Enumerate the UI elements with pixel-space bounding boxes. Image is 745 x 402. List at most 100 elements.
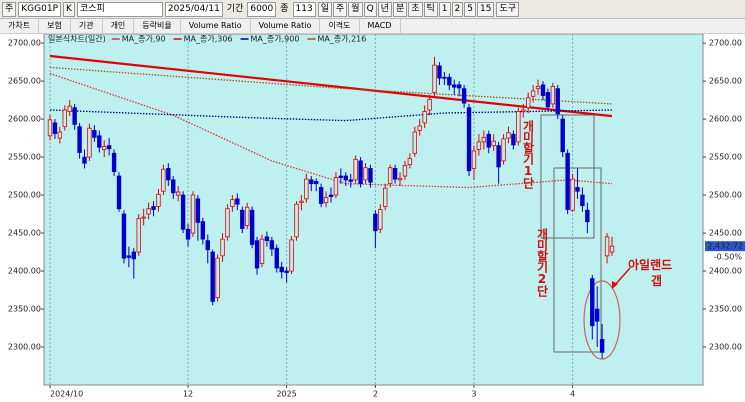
candle-body: [175, 191, 181, 196]
candle-body: [437, 65, 442, 79]
period-input[interactable]: 6000: [247, 1, 277, 17]
candle-body: [205, 240, 210, 251]
legend-title: 일본식차트(일간): [48, 34, 106, 44]
candle-body: [545, 92, 551, 108]
interval-button[interactable]: 초: [408, 1, 423, 17]
tab[interactable]: Volume Ratio: [251, 19, 321, 33]
interval-button[interactable]: 2: [451, 1, 464, 17]
candle-body: [392, 168, 398, 180]
candle-body: [318, 187, 324, 204]
interval-button[interactable]: 년: [377, 1, 392, 17]
tab[interactable]: 등락비율: [134, 19, 181, 33]
annotation-box: [553, 167, 602, 353]
candle-body: [511, 133, 516, 146]
candle-body: [368, 168, 373, 183]
y2-tick-label: 2300.00: [709, 343, 742, 352]
candle-body: [309, 179, 314, 185]
moving-average: [49, 54, 613, 118]
candle-body: [274, 247, 279, 269]
interval-button[interactable]: 5: [464, 1, 476, 17]
candle-body: [279, 266, 284, 273]
candle-body: [506, 132, 511, 139]
x-tick-label: 2025: [276, 390, 296, 399]
candle-body: [171, 179, 176, 194]
name-field[interactable]: 코스피: [76, 1, 163, 17]
candle-body: [595, 308, 600, 322]
candle-body: [57, 131, 63, 139]
tools-button[interactable]: 도구: [496, 1, 520, 17]
code-input[interactable]: KGG01P: [18, 1, 62, 17]
candle-body: [590, 278, 595, 327]
candle-body: [417, 125, 422, 131]
candle-body: [52, 122, 58, 134]
candle-body: [402, 165, 408, 177]
interval-button[interactable]: 15: [477, 1, 495, 17]
candle-body: [530, 90, 536, 97]
annotation-text: 갭: [651, 274, 663, 288]
candle-body: [599, 339, 605, 353]
candle-body: [136, 218, 141, 253]
tab[interactable]: Volume Ratio: [181, 19, 251, 33]
x-tick-label: 2: [373, 390, 378, 399]
last-price-box: [705, 241, 745, 252]
y-tick-label: 2550.00: [8, 153, 41, 162]
candle-body: [220, 238, 225, 257]
market-select[interactable]: 주: [2, 1, 17, 17]
candle-body: [373, 213, 378, 232]
annotation-text: 개미할기2단: [535, 228, 549, 296]
tab[interactable]: 기관: [71, 19, 103, 33]
candle-body: [387, 167, 393, 185]
candle-body: [146, 208, 151, 215]
candle-body: [131, 251, 137, 260]
candle-body: [358, 160, 363, 185]
candle-body: [77, 126, 82, 153]
candle-body: [240, 209, 245, 229]
moving-average: [49, 109, 613, 122]
tab[interactable]: 이격도: [320, 19, 360, 33]
tab[interactable]: 가차트: [0, 19, 40, 33]
candle-body: [102, 146, 107, 150]
candle-body: [338, 175, 344, 178]
y2-tick-label: 2600.00: [709, 115, 742, 124]
interval-button[interactable]: 분: [392, 1, 408, 17]
k-button[interactable]: K: [63, 1, 75, 17]
annotation-text: 아일랜드: [628, 258, 673, 272]
candle-body: [304, 178, 309, 200]
candle-body: [106, 145, 112, 150]
candle-body: [92, 130, 97, 138]
candle-body: [481, 136, 487, 143]
tab[interactable]: 보험: [39, 19, 71, 33]
period-label: 기간: [226, 3, 244, 14]
candle-body: [422, 111, 427, 124]
count-input[interactable]: 113: [292, 1, 316, 17]
interval-button[interactable]: 일: [317, 1, 333, 17]
last-price-label: 2,432.72: [707, 242, 743, 251]
candle-body: [141, 216, 146, 219]
y2-tick-label: 2700.00: [709, 39, 742, 48]
tab[interactable]: MACD: [360, 19, 401, 33]
candle-body: [412, 131, 418, 154]
interval-button[interactable]: Q: [363, 1, 377, 17]
candle-body: [585, 209, 590, 223]
count-label: 종: [280, 3, 289, 14]
candle-body: [200, 221, 206, 240]
candle-body: [235, 198, 240, 205]
candle-body: [47, 119, 53, 137]
candle-body: [397, 177, 403, 181]
candle-body: [383, 187, 388, 207]
tab[interactable]: 개인: [103, 19, 135, 33]
candle-body: [456, 84, 462, 89]
annotation-box: [540, 114, 595, 239]
toolbar: 주 KGG01P K 코스피 2025/04/11 기간 6000 종 113 …: [0, 0, 745, 19]
interval-button[interactable]: 월: [348, 1, 363, 17]
candle-body: [343, 175, 348, 181]
interval-button[interactable]: 주: [333, 1, 348, 17]
interval-button[interactable]: 1: [438, 1, 451, 17]
candle-body: [471, 150, 477, 169]
y2-tick-label: 2650.00: [709, 77, 742, 86]
date-input[interactable]: 2025/04/11: [164, 1, 223, 17]
candle-body: [254, 240, 260, 269]
candle-body: [230, 199, 235, 207]
interval-button[interactable]: 틱: [423, 1, 438, 17]
